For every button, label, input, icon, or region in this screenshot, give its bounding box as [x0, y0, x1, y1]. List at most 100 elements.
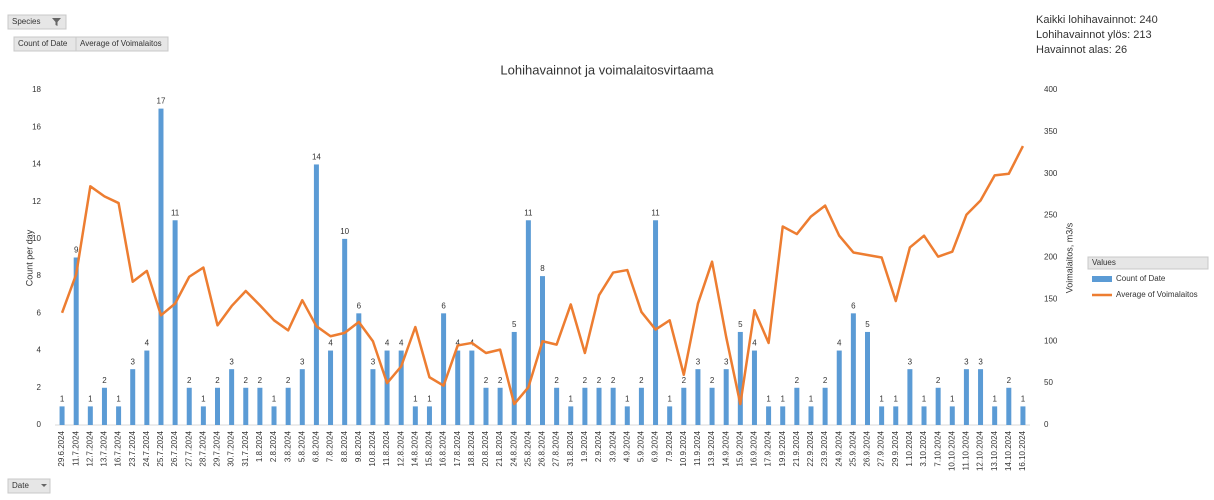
x-tick-label: 16.8.2024: [439, 430, 448, 466]
data-label: 1: [950, 394, 955, 403]
data-label: 2: [554, 376, 559, 385]
bar: [992, 406, 998, 425]
bar: [243, 387, 249, 425]
data-label: 14: [312, 153, 321, 162]
value-button-bg[interactable]: [75, 36, 169, 52]
bar: [130, 369, 136, 425]
data-label: 2: [611, 376, 616, 385]
data-label: 2: [258, 376, 263, 385]
x-tick-label: 10.8.2024: [368, 430, 377, 466]
x-tick-label: 6.8.2024: [312, 430, 321, 462]
data-label: 1: [667, 394, 672, 403]
bar: [695, 369, 701, 425]
bar: [596, 387, 602, 425]
value-button[interactable]: Average of Voimalaitos: [80, 39, 162, 48]
data-label: 3: [130, 357, 135, 366]
data-label: 11: [524, 208, 533, 217]
data-label: 1: [116, 394, 121, 403]
date-filter[interactable]: [7, 478, 51, 494]
data-label: 5: [865, 320, 870, 329]
species-button[interactable]: Species: [12, 17, 40, 26]
x-tick-label: 27.8.2024: [552, 430, 561, 466]
bar: [723, 369, 729, 425]
x-tick-label: 28.7.2024: [198, 430, 207, 466]
bar: [384, 350, 390, 425]
bar: [257, 387, 263, 425]
bar: [497, 387, 503, 425]
bar: [412, 406, 418, 425]
summary-line: Lohihavainnot ylös: 213: [1036, 29, 1152, 41]
data-label: 1: [879, 394, 884, 403]
data-label: 1: [809, 394, 814, 403]
data-label: 2: [498, 376, 503, 385]
data-label: 1: [992, 394, 997, 403]
bar: [653, 220, 659, 425]
x-tick-label: 25.7.2024: [156, 430, 165, 466]
x-tick-label: 14.10.2024: [1004, 430, 1013, 471]
data-label: 3: [908, 357, 913, 366]
data-label: 1: [1021, 394, 1026, 403]
data-label: 2: [102, 376, 107, 385]
data-label: 4: [752, 339, 757, 348]
data-label: 1: [780, 394, 785, 403]
x-tick-label: 12.7.2024: [85, 430, 94, 466]
x-tick-label: 26.7.2024: [170, 430, 179, 466]
species-filter[interactable]: [7, 14, 67, 30]
x-tick-label: 14.9.2024: [721, 430, 730, 466]
data-label: 1: [766, 394, 771, 403]
bar: [511, 331, 517, 425]
x-tick-label: 27.7.2024: [184, 430, 193, 466]
x-tick-label: 29.7.2024: [213, 430, 222, 466]
x-tick-label: 23.9.2024: [820, 430, 829, 466]
y-tick-label: 6: [37, 308, 42, 317]
bar: [356, 313, 362, 425]
bar: [158, 108, 164, 425]
data-label: 2: [639, 376, 644, 385]
bar: [879, 406, 885, 425]
y2-tick-label: 50: [1044, 378, 1053, 387]
x-tick-label: 14.8.2024: [410, 430, 419, 466]
bar: [398, 350, 404, 425]
x-tick-label: 24.9.2024: [834, 430, 843, 466]
bar: [229, 369, 235, 425]
y2-tick-label: 0: [1044, 420, 1049, 429]
y2-tick-label: 400: [1044, 85, 1058, 94]
bar: [313, 164, 319, 425]
x-tick-label: 2.9.2024: [594, 430, 603, 462]
data-label: 4: [145, 339, 150, 348]
x-tick-label: 16.7.2024: [114, 430, 123, 466]
y-tick-label: 2: [37, 383, 42, 392]
data-label: 1: [88, 394, 93, 403]
legend-label: Count of Date: [1116, 274, 1166, 283]
y2-axis-label: Voimalaitos, m3/s: [1064, 222, 1074, 293]
data-label: 3: [724, 357, 729, 366]
y2-tick-label: 300: [1044, 169, 1058, 178]
bar: [850, 313, 856, 425]
bar: [582, 387, 588, 425]
data-label: 3: [696, 357, 701, 366]
x-tick-label: 21.8.2024: [495, 430, 504, 466]
data-label: 4: [837, 339, 842, 348]
bar: [554, 387, 560, 425]
bar: [935, 387, 941, 425]
value-button[interactable]: Count of Date: [18, 39, 68, 48]
x-tick-label: 23.7.2024: [128, 430, 137, 466]
y2-tick-label: 150: [1044, 294, 1058, 303]
data-label: 2: [215, 376, 220, 385]
x-tick-label: 2.8.2024: [269, 430, 278, 462]
x-tick-label: 19.9.2024: [778, 430, 787, 466]
data-label: 2: [682, 376, 687, 385]
bar: [610, 387, 616, 425]
bar: [822, 387, 828, 425]
summary-line: Havainnot alas: 26: [1036, 44, 1127, 56]
bar: [949, 406, 955, 425]
date-button[interactable]: Date: [12, 481, 29, 490]
x-tick-label: 9.8.2024: [354, 430, 363, 462]
bar: [638, 387, 644, 425]
bar: [1006, 387, 1012, 425]
y-tick-label: 8: [37, 271, 42, 280]
bar: [87, 406, 93, 425]
x-tick-label: 25.8.2024: [523, 430, 532, 466]
x-tick-label: 11.10.2024: [962, 430, 971, 470]
data-label: 5: [512, 320, 517, 329]
